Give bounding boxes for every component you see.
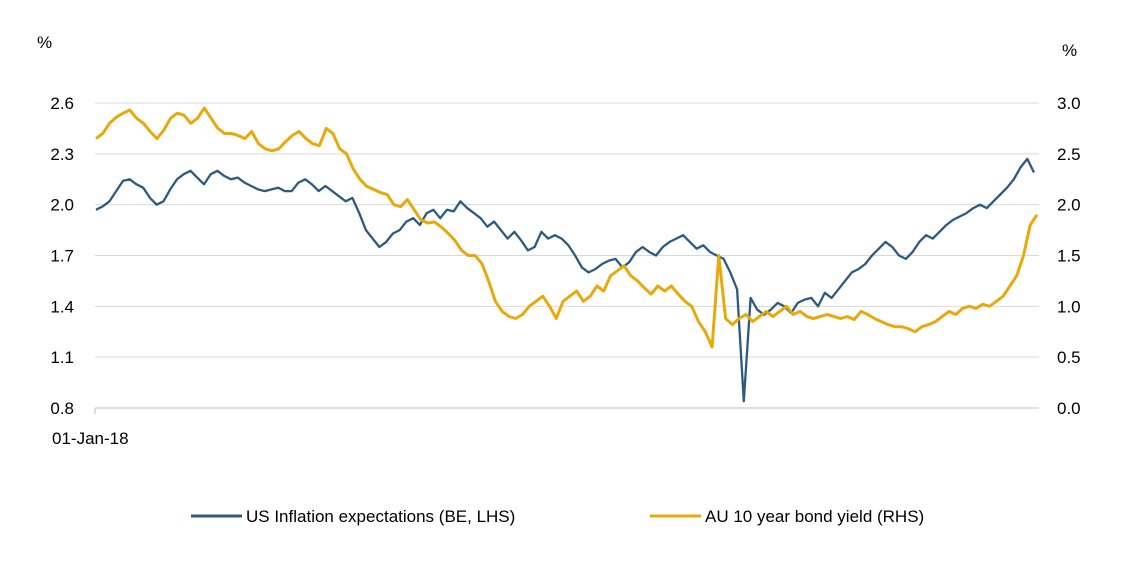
legend: US Inflation expectations (BE, LHS) AU 1…	[191, 507, 924, 526]
series-layer	[95, 106, 1039, 403]
right-axis-unit: %	[1062, 41, 1077, 60]
right-tick-label: 0.5	[1057, 348, 1081, 367]
left-tick-label: 2.0	[50, 196, 74, 215]
left-axis-ticks: 2.6 2.3 2.0 1.7 1.4 1.1 0.8	[50, 94, 74, 418]
left-tick-label: 2.6	[50, 94, 74, 113]
right-axis-ticks: 3.0 2.5 2.0 1.5 1.0 0.5 0.0	[1057, 94, 1081, 418]
legend-label-us-inflation: US Inflation expectations (BE, LHS)	[246, 507, 515, 526]
series-line-us-inflation	[95, 157, 1036, 403]
right-tick-label: 3.0	[1057, 94, 1081, 113]
left-tick-label: 0.8	[50, 399, 74, 418]
right-tick-label: 1.0	[1057, 297, 1081, 316]
right-tick-label: 2.0	[1057, 196, 1081, 215]
gridlines	[95, 102, 1039, 358]
right-tick-label: 2.5	[1057, 145, 1081, 164]
right-tick-label: 0.0	[1057, 399, 1081, 418]
right-tick-label: 1.5	[1057, 247, 1081, 266]
left-tick-label: 1.7	[50, 247, 74, 266]
x-axis-start-label: 01-Jan-18	[52, 429, 129, 448]
legend-label-au-bond-yield: AU 10 year bond yield (RHS)	[705, 507, 924, 526]
left-tick-label: 1.4	[50, 297, 74, 316]
left-tick-label: 2.3	[50, 145, 74, 164]
series-line-au-bond-yield	[95, 106, 1039, 349]
left-axis-unit: %	[37, 33, 52, 52]
left-tick-label: 1.1	[50, 348, 74, 367]
